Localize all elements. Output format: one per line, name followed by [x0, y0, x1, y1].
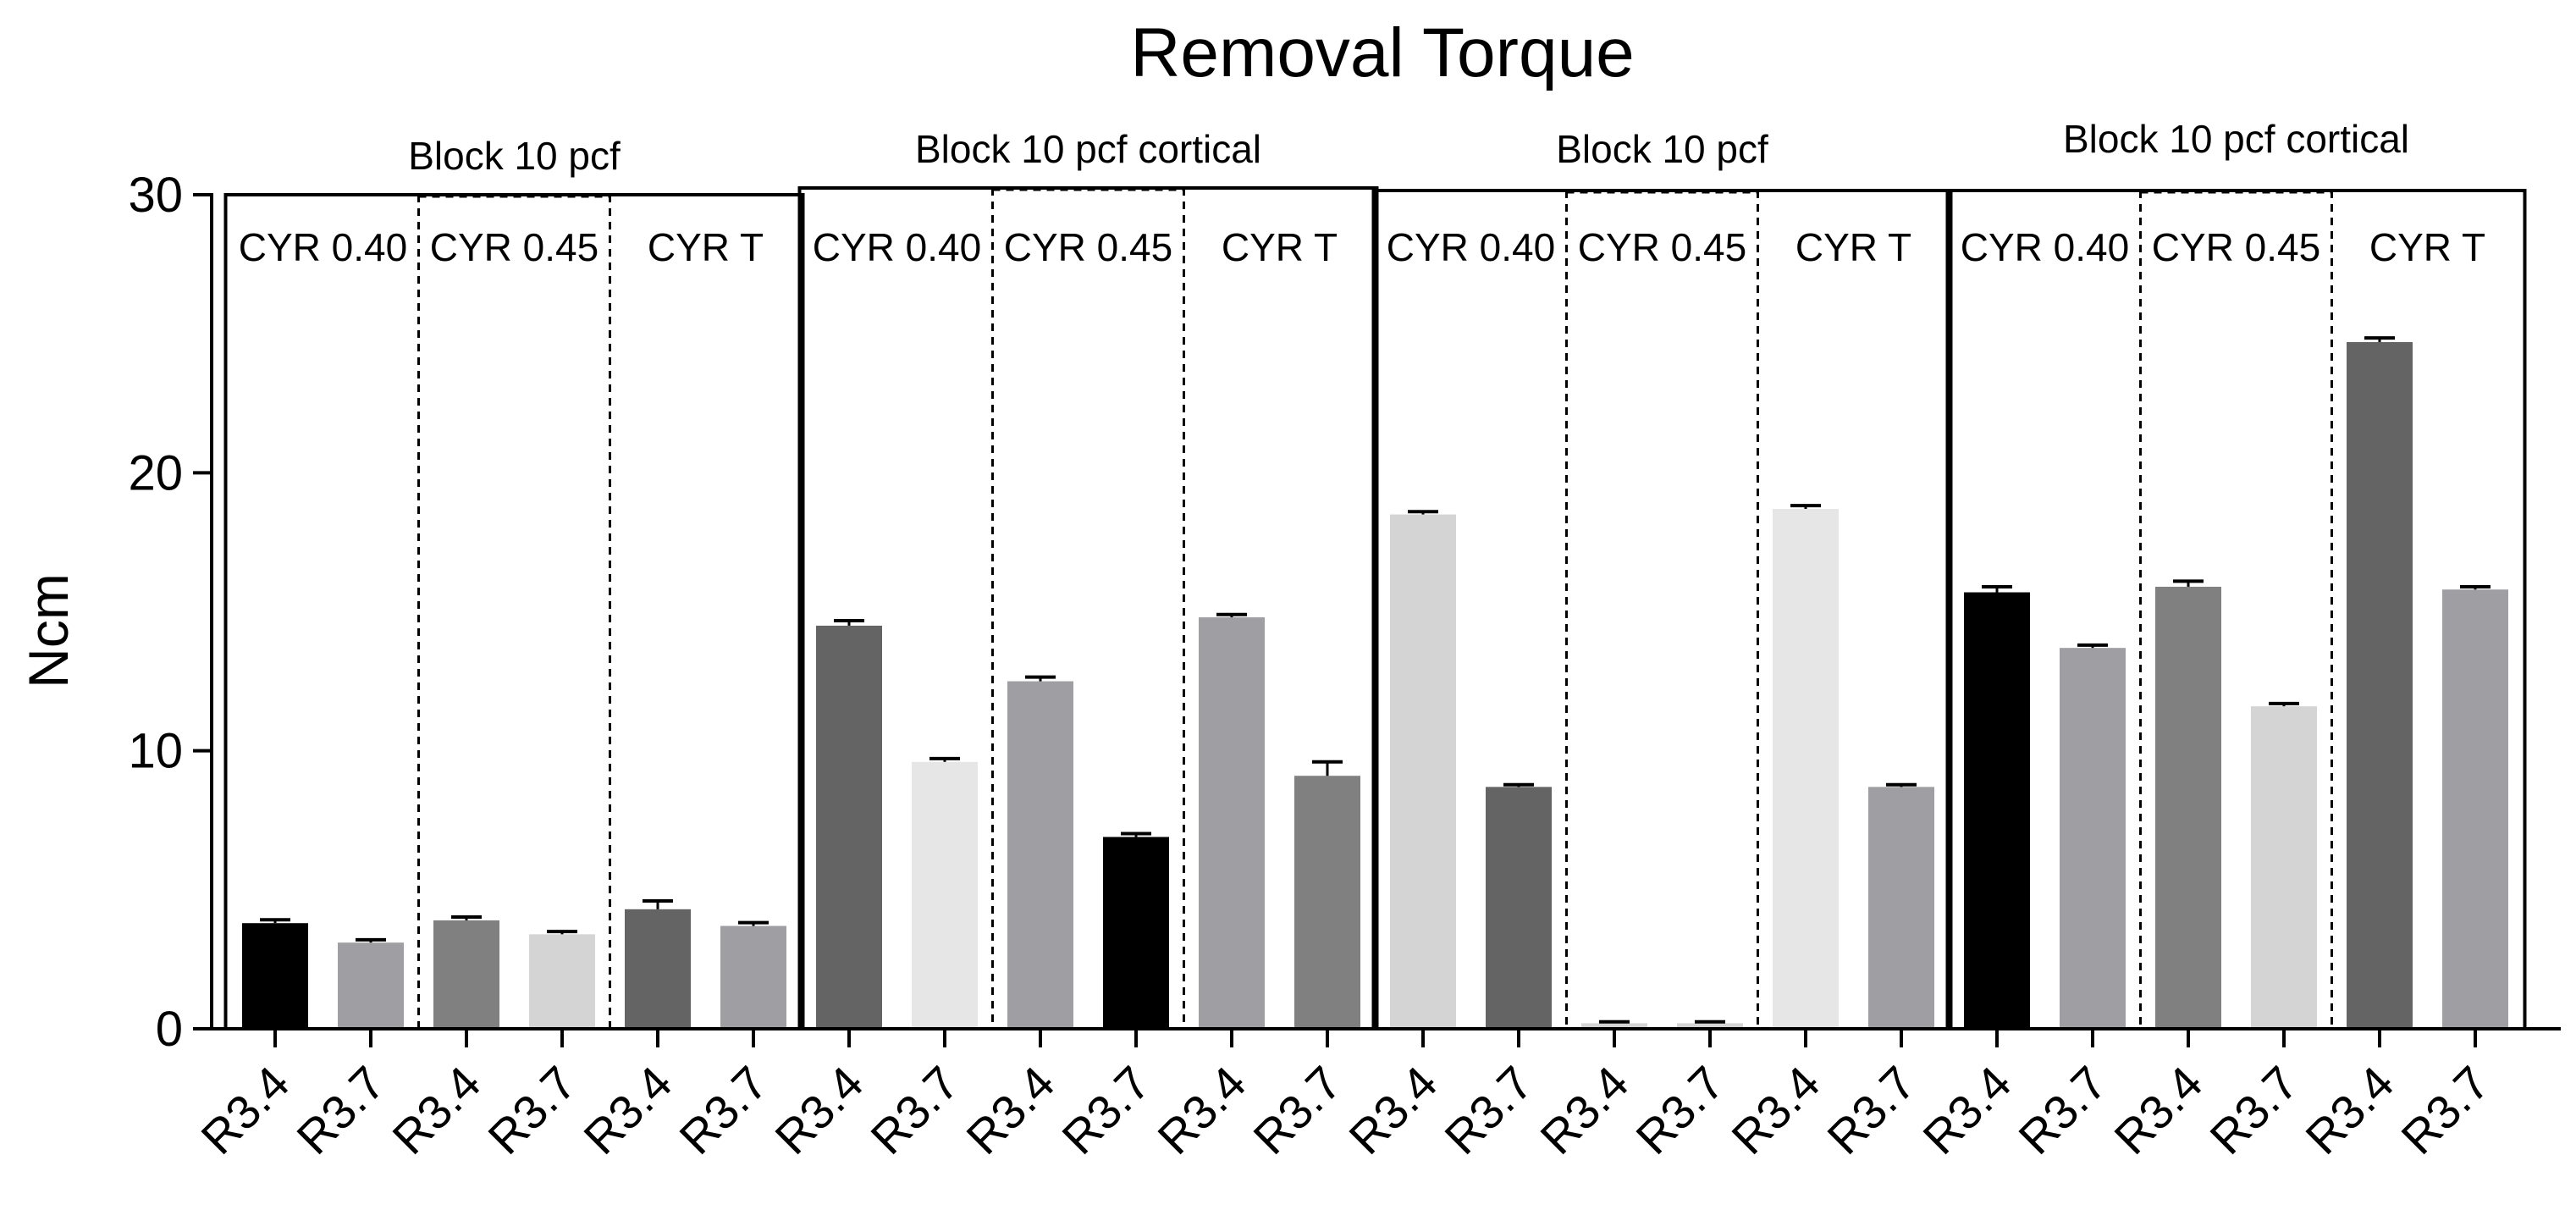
bar: [1199, 617, 1265, 1029]
x-tick-label: R3.7: [1817, 1056, 1925, 1164]
group-label: CYR 0.45: [430, 225, 598, 269]
block-label: Block 10 pcf: [408, 134, 621, 178]
group-label: CYR T: [1795, 225, 1911, 269]
group-label: CYR 0.45: [2152, 225, 2320, 269]
x-tick-label: R3.4: [1721, 1056, 1829, 1164]
group-label: CYR T: [2369, 225, 2485, 269]
x-tick-label: R3.4: [1530, 1056, 1638, 1164]
x-tick-label: R3.4: [573, 1056, 681, 1164]
x-tick-label: R3.7: [286, 1056, 394, 1164]
bar: [1773, 509, 1839, 1029]
bar: [1294, 776, 1360, 1029]
x-tick-label: R3.7: [1243, 1056, 1351, 1164]
group-label: CYR T: [1222, 225, 1338, 269]
x-tick-label: R3.4: [956, 1056, 1064, 1164]
bar: [816, 625, 882, 1029]
bar: [1964, 592, 2030, 1029]
bar: [2251, 706, 2317, 1029]
x-tick-label: R3.7: [2199, 1056, 2308, 1164]
bar: [433, 920, 499, 1029]
bar: [2060, 648, 2126, 1029]
labels: Block 10 pcf CYR 0.40 CYR 0.45 CYR T Block 1…: [239, 117, 2485, 269]
bar: [242, 923, 308, 1029]
bar: [720, 925, 786, 1029]
bar: [1103, 837, 1169, 1029]
y-tick-label: 20: [128, 445, 183, 500]
chart-title: Removal Torque: [1130, 14, 1635, 91]
bar: [338, 942, 404, 1029]
y-tick-label: 10: [128, 724, 183, 779]
x-tick-label: R3.4: [1912, 1056, 2021, 1164]
y-tick-label: 30: [128, 168, 183, 223]
block-frame: [223, 193, 805, 1030]
group-label: CYR 0.40: [813, 225, 981, 269]
y-tick-label: 0: [156, 1002, 183, 1057]
x-tick-label: R3.7: [1051, 1056, 1160, 1164]
group-label: CYR T: [648, 225, 764, 269]
x-tick-label: R3.4: [1147, 1056, 1255, 1164]
group-label: CYR 0.45: [1004, 225, 1172, 269]
bar: [1677, 1023, 1743, 1029]
x-tick-label: R3.7: [1434, 1056, 1542, 1164]
x-tick-label: R3.4: [190, 1056, 299, 1164]
x-tick-label: R3.4: [2295, 1056, 2403, 1164]
group-label: CYR 0.45: [1578, 225, 1746, 269]
x-tick-label: R3.4: [382, 1056, 490, 1164]
bar: [912, 761, 978, 1029]
bars: [242, 336, 2508, 1029]
bar: [625, 909, 691, 1029]
bar: [1868, 787, 1934, 1029]
block-frame: [797, 186, 1379, 1030]
x-tick-label: R3.7: [1625, 1056, 1734, 1164]
block-frame: [1945, 189, 2527, 1030]
x-tick-label: R3.7: [2008, 1056, 2116, 1164]
bar: [1581, 1023, 1647, 1029]
block-label: Block 10 pcf cortical: [915, 127, 1261, 171]
x-tick-label: R3.7: [669, 1056, 777, 1164]
x-tick-label: R3.4: [2104, 1056, 2212, 1164]
block-label: Block 10 pcf: [1556, 127, 1768, 171]
group-label: CYR 0.40: [1387, 225, 1555, 269]
group-label: CYR 0.40: [239, 225, 407, 269]
x-tick-label: R3.7: [860, 1056, 968, 1164]
block-frame: [1371, 189, 1953, 1030]
bar: [1390, 514, 1456, 1029]
bar: [2347, 342, 2413, 1029]
x-tick-label: R3.7: [2391, 1056, 2499, 1164]
y-axis-label: Ncm: [17, 573, 80, 688]
bar: [1486, 787, 1552, 1029]
block-label: Block 10 pcf cortical: [2063, 117, 2409, 161]
x-tick-label: R3.4: [1338, 1056, 1447, 1164]
bar: [2155, 586, 2221, 1029]
bar: [529, 934, 595, 1029]
x-tick-label: R3.7: [477, 1056, 586, 1164]
bar: [1007, 681, 1073, 1029]
bar: [2442, 589, 2508, 1029]
x-tick-label: R3.4: [764, 1056, 873, 1164]
group-label: CYR 0.40: [1961, 225, 2129, 269]
